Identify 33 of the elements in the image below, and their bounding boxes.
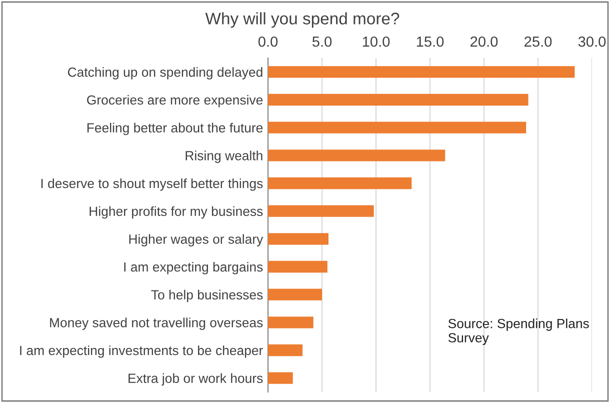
x-tick-label: 15.0 [416,36,444,47]
bar [268,94,528,106]
bar [268,372,293,384]
bar [268,205,374,217]
bar [268,122,526,134]
bar [268,233,328,245]
x-tick-label: 20.0 [470,36,498,47]
y-tick-label: I am expecting bargains [124,262,263,274]
bar [268,177,412,190]
chart-title: Why will you spend more? [205,12,400,28]
y-tick-label: I deserve to shout myself better things [41,178,263,191]
y-tick-label: Groceries are more expensive [87,94,263,108]
y-tick-label: Money saved not travelling overseas [50,318,263,330]
y-tick-label: I am expecting investments to be cheaper [20,345,263,358]
y-tick-label: Higher profits for my business [90,206,263,219]
y-tick-label: Feeling better about the future [87,122,263,136]
x-tick-label: 30.0 [578,36,606,47]
y-tick-label: Higher wages or salary [129,234,264,246]
x-tick-label: 10.0 [362,36,390,47]
x-tick-label: 5.0 [312,36,332,47]
bar [268,66,575,78]
bar [268,288,322,300]
x-tick-label: 0.0 [258,36,278,47]
y-tick-label: Catching up on spending delayed [68,67,262,80]
y-tick-label: To help businesses [151,290,263,302]
y-tick-label: Rising wealth [186,150,262,163]
y-tick-label: Extra job or work hours [128,373,263,386]
bar [268,150,446,162]
annotation: Source: Spending Plans Survey [448,318,589,346]
x-tick-label: 25.0 [524,36,552,47]
bar [268,344,303,356]
bar [268,316,314,328]
bar [268,260,328,273]
